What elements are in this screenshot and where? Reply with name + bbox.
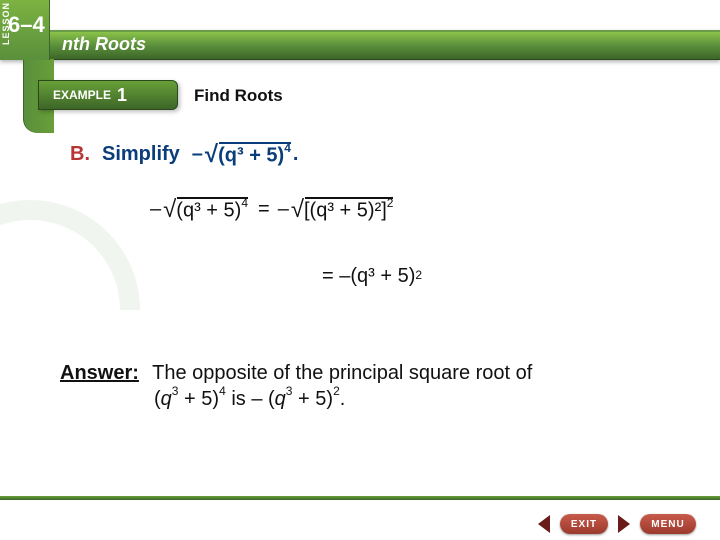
- topic-title: Find Roots: [194, 86, 283, 106]
- problem-statement: B. Simplify – √ (q³ + 5)4 .: [70, 140, 298, 168]
- prev-button[interactable]: [538, 515, 550, 533]
- example-label: EXAMPLE: [53, 88, 111, 102]
- work-line-2: = – (q³ + 5)2: [322, 265, 422, 288]
- work-steps: – √ (q³ + 5)4 = – √ [(q³ + 5)²]2 = – (q³…: [150, 195, 422, 330]
- chevron-right-icon: [618, 515, 630, 533]
- lesson-number: 6–4: [8, 12, 45, 38]
- problem-expression: – √ (q³ + 5)4 .: [192, 140, 299, 168]
- next-button[interactable]: [618, 515, 630, 533]
- chevron-left-icon: [538, 515, 550, 533]
- sqrt-icon: √ (q³ + 5)4: [163, 195, 248, 223]
- exit-button[interactable]: EXIT: [560, 514, 608, 534]
- example-number: 1: [117, 85, 127, 106]
- sqrt-icon: √ [(q³ + 5)²]2: [291, 195, 394, 223]
- menu-button[interactable]: MENU: [640, 514, 696, 534]
- footer-rule: [0, 496, 720, 500]
- answer-block: Answer: The opposite of the principal sq…: [60, 360, 640, 412]
- work-line-1: – √ (q³ + 5)4 = – √ [(q³ + 5)²]2: [150, 195, 422, 223]
- sqrt-icon: √ (q³ + 5)4: [205, 140, 291, 168]
- background-swirl: [0, 200, 120, 500]
- answer-label: Answer:: [60, 362, 139, 384]
- lesson-title: nth Roots: [62, 34, 146, 55]
- problem-verb: Simplify: [102, 143, 180, 166]
- lesson-tab: LESSON 6–4: [0, 0, 50, 60]
- example-tab: EXAMPLE 1: [38, 80, 178, 110]
- problem-letter: B.: [70, 143, 90, 166]
- nav-bar: EXIT MENU: [538, 514, 696, 534]
